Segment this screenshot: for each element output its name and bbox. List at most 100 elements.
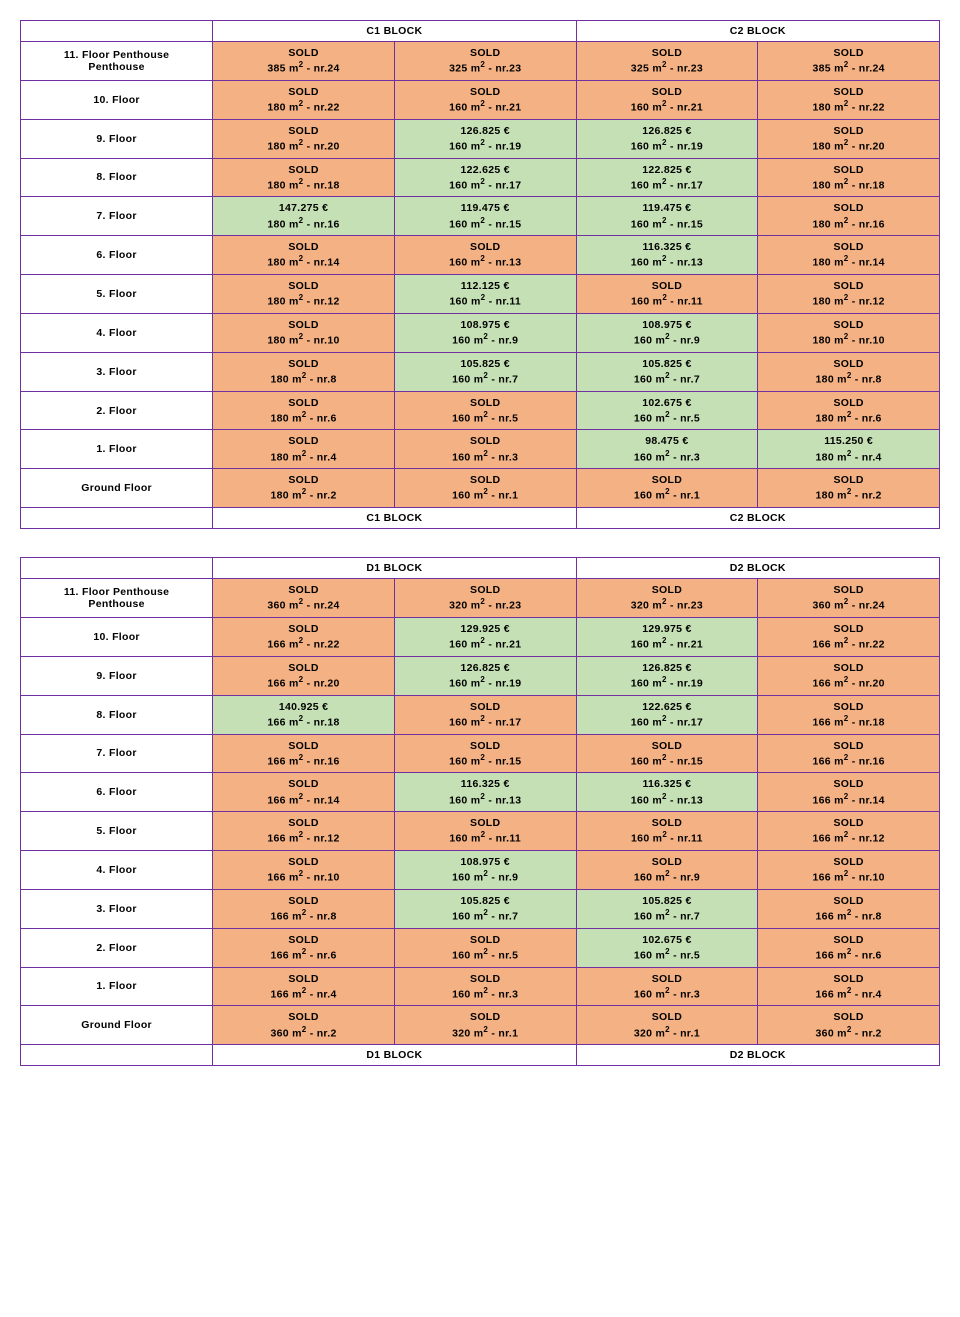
unit-cell: SOLD360 m2 - nr.2 xyxy=(213,1006,395,1045)
unit-status: SOLD xyxy=(219,279,388,293)
floor-label: 9. Floor xyxy=(21,656,213,695)
unit-status: SOLD xyxy=(764,473,933,487)
unit-status: 112.125 € xyxy=(401,279,570,293)
block-footer: C1 BLOCK xyxy=(213,508,576,529)
unit-status: SOLD xyxy=(764,1010,933,1024)
unit-cell: 126.825 €160 m2 - nr.19 xyxy=(394,656,576,695)
unit-cell: SOLD180 m2 - nr.16 xyxy=(758,197,940,236)
table-row: 6. FloorSOLD180 m2 - nr.14SOLD160 m2 - n… xyxy=(21,236,940,275)
unit-area: 166 m2 - nr.10 xyxy=(219,869,388,885)
unit-area: 160 m2 - nr.11 xyxy=(583,293,752,309)
floor-label-line: 2. Floor xyxy=(27,942,206,954)
table-row: 2. FloorSOLD166 m2 - nr.6SOLD160 m2 - nr… xyxy=(21,928,940,967)
unit-area: 325 m2 - nr.23 xyxy=(583,60,752,76)
unit-area: 166 m2 - nr.12 xyxy=(764,830,933,846)
unit-status: 126.825 € xyxy=(583,124,752,138)
unit-status: 116.325 € xyxy=(583,240,752,254)
unit-area: 180 m2 - nr.2 xyxy=(764,487,933,503)
unit-status: SOLD xyxy=(764,124,933,138)
floor-label-line: 6. Floor xyxy=(27,786,206,798)
unit-status: 115.250 € xyxy=(764,434,933,448)
unit-status: 129.925 € xyxy=(401,622,570,636)
unit-area: 160 m2 - nr.15 xyxy=(583,753,752,769)
unit-status: SOLD xyxy=(764,777,933,791)
availability-table-1: D1 BLOCKD2 BLOCK11. Floor PenthousePenth… xyxy=(20,557,940,1066)
floor-label: Ground Floor xyxy=(21,469,213,508)
unit-area: 180 m2 - nr.12 xyxy=(764,293,933,309)
unit-status: SOLD xyxy=(764,201,933,215)
unit-area: 180 m2 - nr.10 xyxy=(764,332,933,348)
unit-status: SOLD xyxy=(764,972,933,986)
unit-area: 160 m2 - nr.11 xyxy=(401,830,570,846)
unit-area: 160 m2 - nr.1 xyxy=(401,487,570,503)
table-row: 1. FloorSOLD166 m2 - nr.4SOLD160 m2 - nr… xyxy=(21,967,940,1006)
table-row: 3. FloorSOLD166 m2 - nr.8105.825 €160 m2… xyxy=(21,889,940,928)
unit-area: 180 m2 - nr.10 xyxy=(219,332,388,348)
unit-status: SOLD xyxy=(219,894,388,908)
unit-area: 160 m2 - nr.5 xyxy=(583,947,752,963)
unit-area: 160 m2 - nr.9 xyxy=(401,332,570,348)
unit-status: 126.825 € xyxy=(583,661,752,675)
unit-area: 160 m2 - nr.21 xyxy=(583,636,752,652)
unit-area: 180 m2 - nr.8 xyxy=(764,371,933,387)
unit-area: 320 m2 - nr.23 xyxy=(583,597,752,613)
floor-label-line: 7. Floor xyxy=(27,747,206,759)
unit-cell: SOLD360 m2 - nr.24 xyxy=(213,579,395,618)
unit-status: SOLD xyxy=(401,473,570,487)
unit-cell: SOLD166 m2 - nr.16 xyxy=(213,734,395,773)
unit-area: 160 m2 - nr.17 xyxy=(583,714,752,730)
unit-status: SOLD xyxy=(401,1010,570,1024)
unit-area: 166 m2 - nr.22 xyxy=(764,636,933,652)
unit-area: 160 m2 - nr.21 xyxy=(583,99,752,115)
unit-area: 166 m2 - nr.10 xyxy=(764,869,933,885)
unit-status: SOLD xyxy=(219,855,388,869)
floor-label-line: 11. Floor Penthouse xyxy=(27,586,206,598)
unit-status: SOLD xyxy=(219,46,388,60)
table-row: 3. FloorSOLD180 m2 - nr.8105.825 €160 m2… xyxy=(21,352,940,391)
unit-cell: 98.475 €160 m2 - nr.3 xyxy=(576,430,758,469)
unit-status: 129.975 € xyxy=(583,622,752,636)
table-row: 4. FloorSOLD180 m2 - nr.10108.975 €160 m… xyxy=(21,313,940,352)
unit-cell: SOLD325 m2 - nr.23 xyxy=(576,42,758,81)
unit-status: SOLD xyxy=(583,855,752,869)
unit-cell: SOLD166 m2 - nr.4 xyxy=(213,967,395,1006)
unit-cell: SOLD166 m2 - nr.22 xyxy=(213,617,395,656)
floor-label: 5. Floor xyxy=(21,275,213,314)
unit-area: 166 m2 - nr.20 xyxy=(219,675,388,691)
unit-area: 160 m2 - nr.19 xyxy=(401,138,570,154)
unit-area: 166 m2 - nr.20 xyxy=(764,675,933,691)
unit-area: 160 m2 - nr.3 xyxy=(401,986,570,1002)
unit-status: 102.675 € xyxy=(583,396,752,410)
unit-area: 160 m2 - nr.15 xyxy=(401,753,570,769)
unit-cell: 105.825 €160 m2 - nr.7 xyxy=(394,352,576,391)
block-header: D2 BLOCK xyxy=(576,558,939,579)
unit-status: 102.675 € xyxy=(583,933,752,947)
unit-status: SOLD xyxy=(764,622,933,636)
unit-area: 166 m2 - nr.18 xyxy=(764,714,933,730)
unit-status: 119.475 € xyxy=(401,201,570,215)
unit-cell: SOLD180 m2 - nr.12 xyxy=(758,275,940,314)
unit-area: 160 m2 - nr.11 xyxy=(401,293,570,309)
unit-status: SOLD xyxy=(764,661,933,675)
unit-area: 160 m2 - nr.1 xyxy=(583,487,752,503)
table-row: 6. FloorSOLD166 m2 - nr.14116.325 €160 m… xyxy=(21,773,940,812)
unit-status: 116.325 € xyxy=(401,777,570,791)
corner-blank xyxy=(21,21,213,42)
floor-label-line: 4. Floor xyxy=(27,864,206,876)
unit-cell: 108.975 €160 m2 - nr.9 xyxy=(576,313,758,352)
unit-area: 180 m2 - nr.12 xyxy=(219,293,388,309)
floor-label: 2. Floor xyxy=(21,928,213,967)
unit-area: 160 m2 - nr.19 xyxy=(401,675,570,691)
floor-label: 3. Floor xyxy=(21,352,213,391)
unit-area: 160 m2 - nr.7 xyxy=(583,908,752,924)
unit-cell: SOLD166 m2 - nr.20 xyxy=(758,656,940,695)
unit-status: SOLD xyxy=(401,583,570,597)
unit-cell: 119.475 €160 m2 - nr.15 xyxy=(394,197,576,236)
unit-status: 108.975 € xyxy=(401,855,570,869)
unit-area: 180 m2 - nr.18 xyxy=(764,177,933,193)
unit-cell: SOLD160 m2 - nr.3 xyxy=(576,967,758,1006)
unit-cell: SOLD385 m2 - nr.24 xyxy=(758,42,940,81)
unit-area: 166 m2 - nr.4 xyxy=(219,986,388,1002)
unit-status: SOLD xyxy=(764,739,933,753)
table-row: 9. FloorSOLD166 m2 - nr.20126.825 €160 m… xyxy=(21,656,940,695)
